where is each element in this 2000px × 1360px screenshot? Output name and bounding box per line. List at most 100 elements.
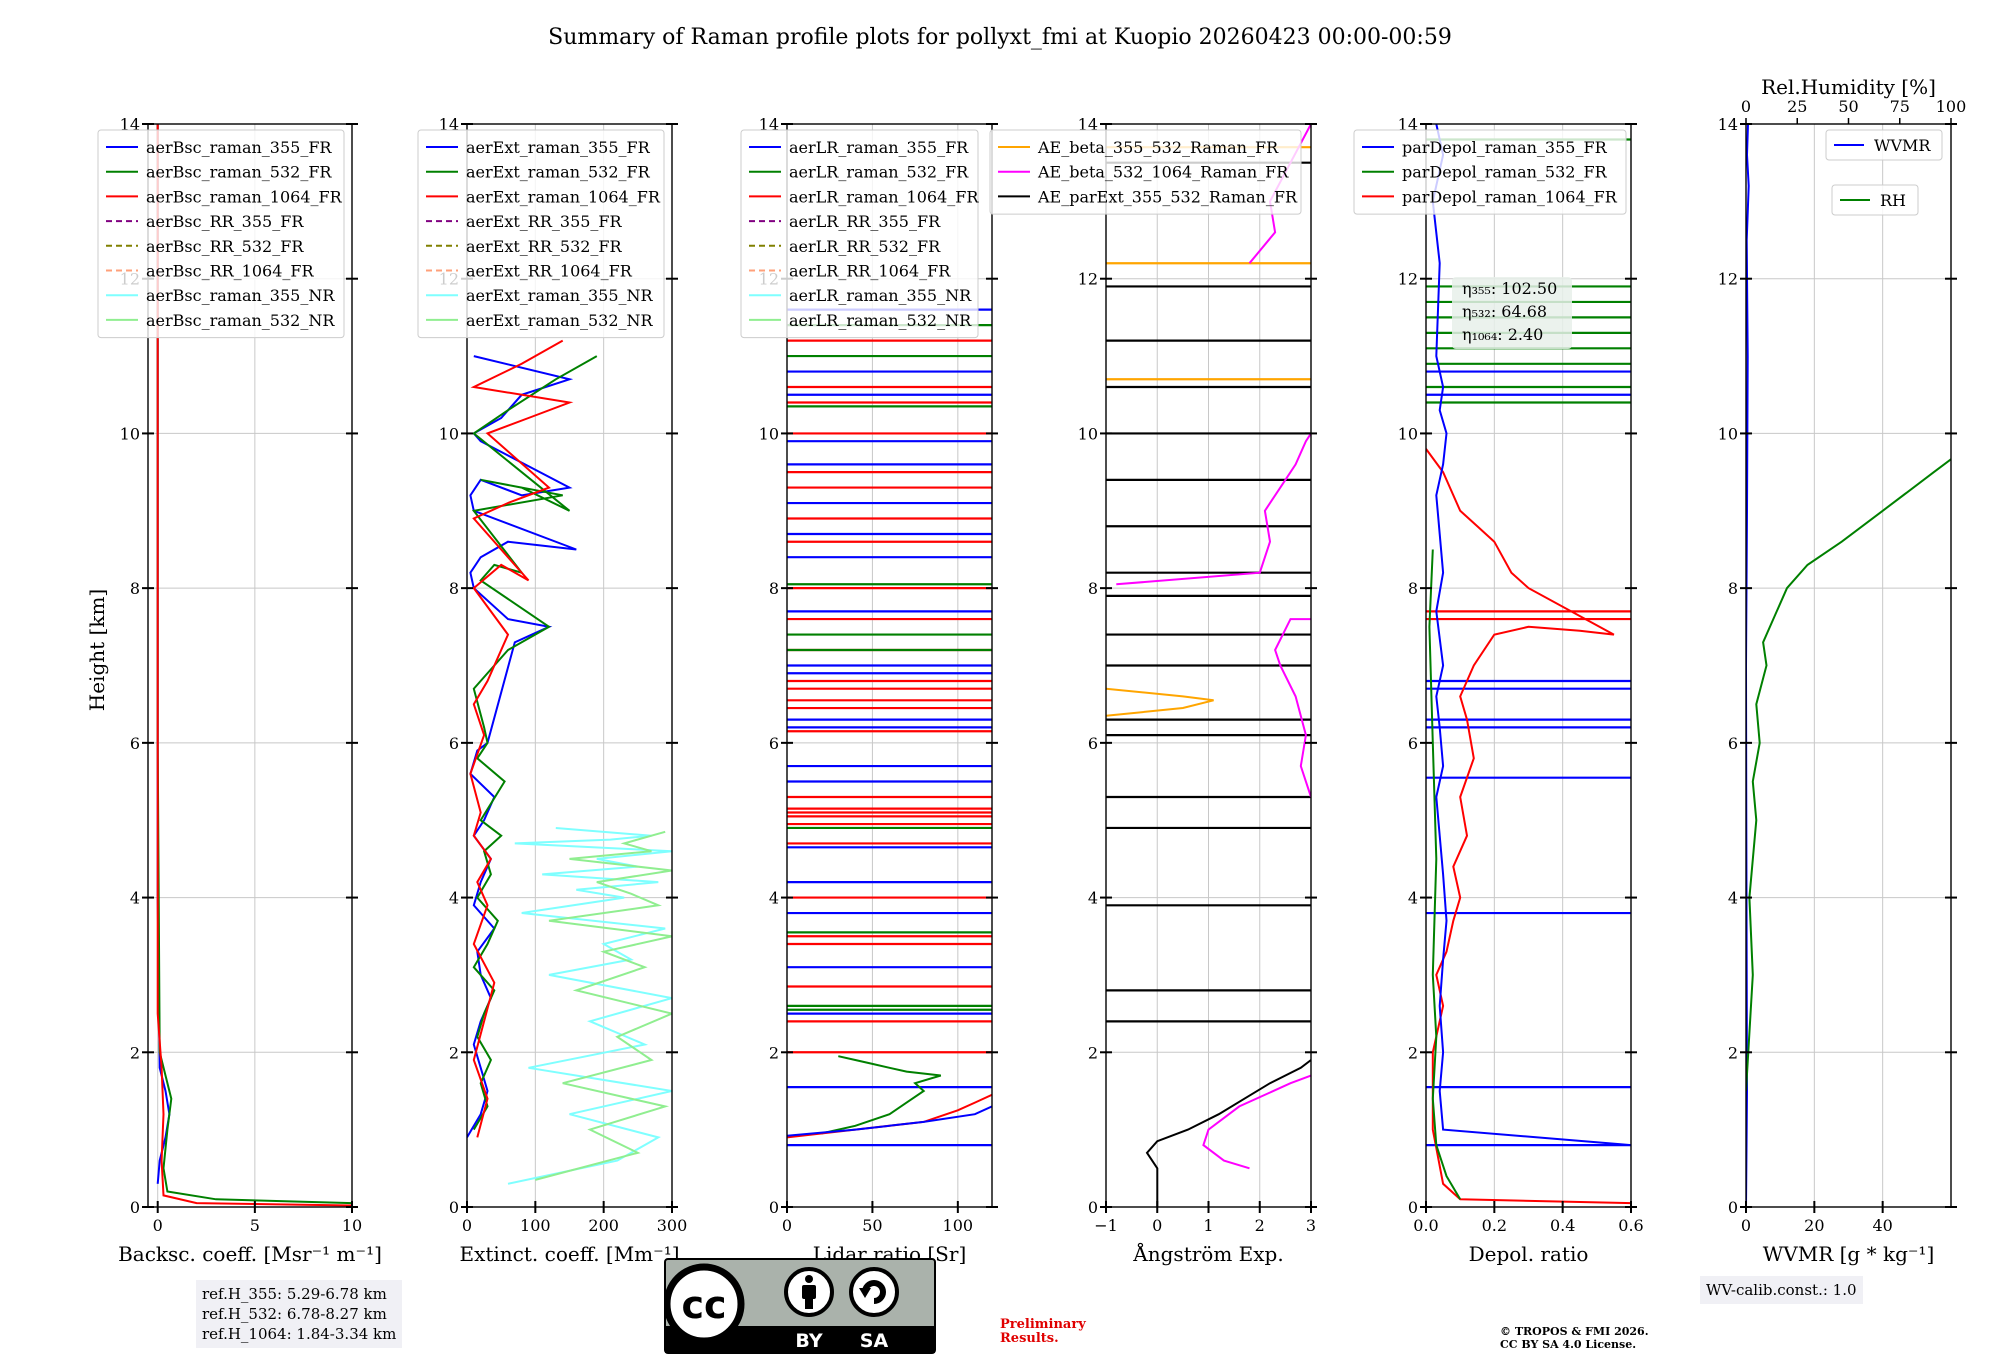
x-tick-label: 0	[782, 1216, 792, 1235]
legend-label: aerLR_raman_532_NR	[789, 311, 972, 330]
x-tick-label: 40	[1872, 1216, 1892, 1235]
x-tick-label: 0	[1741, 1216, 1751, 1235]
series-aerExt_raman_1064_FR	[469, 339, 574, 1138]
legend-label: aerBsc_RR_1064_FR	[146, 262, 315, 281]
y-tick-label: 12	[1718, 270, 1738, 289]
cc-logo-icon	[664, 1263, 745, 1345]
ref-line-355: ref.H_355: 5.29-6.78 km	[202, 1285, 387, 1303]
y-tick-label: 14	[439, 115, 459, 134]
y-tick-label: 6	[1728, 734, 1738, 753]
y-tick-label: 6	[130, 734, 140, 753]
x-tick-label: 0.4	[1550, 1216, 1575, 1235]
legend-box	[1831, 184, 1919, 216]
series-AE_beta_532_1064_Raman_FR	[1202, 1074, 1311, 1170]
legend-label: aerExt_raman_532_FR	[466, 163, 651, 182]
legend-label: aerExt_raman_355_FR	[466, 138, 651, 157]
y-tick-label: 0	[769, 1198, 779, 1217]
y-tick-label: 10	[1718, 424, 1738, 443]
axes-frame	[1425, 123, 1632, 1208]
y-tick-label: 2	[449, 1043, 459, 1062]
legend-label: AE_beta_355_532_Raman_FR	[1037, 138, 1279, 157]
legend-label: aerBsc_raman_355_NR	[146, 286, 335, 305]
legend-label: parDepol_raman_532_FR	[1402, 163, 1608, 182]
legend-label: aerExt_RR_1064_FR	[466, 262, 633, 281]
series-aerBsc_raman_1064_FR	[156, 124, 352, 1207]
sa-label: SA	[860, 1330, 889, 1352]
x-tick-label: 5	[250, 1216, 260, 1235]
y-tick-label: 6	[769, 734, 779, 753]
series-parDepol_raman_532_FR	[1428, 549, 1462, 1200]
y-tick-label: 14	[120, 115, 140, 134]
series-AE_beta_355_532_Raman_FR	[1106, 687, 1214, 717]
axes-frame	[147, 123, 353, 1208]
y-tick-label: 10	[439, 424, 459, 443]
wv-calib-text: WV-calib.const.: 1.0	[1706, 1281, 1857, 1299]
x-tick-label: 10	[342, 1216, 362, 1235]
y-tick-label: 2	[1728, 1043, 1738, 1062]
y-tick-label: 4	[1408, 889, 1418, 908]
legend-label: aerBsc_raman_355_FR	[146, 138, 332, 157]
y-tick-label: 6	[1408, 734, 1418, 753]
y-tick-label: 10	[1078, 424, 1098, 443]
data-layer-backscatter	[156, 124, 352, 1207]
legend-box	[1825, 129, 1943, 161]
y-tick-label: 2	[130, 1043, 140, 1062]
y-tick-label: 6	[1088, 734, 1098, 753]
y-tick-label: 0	[1728, 1198, 1738, 1217]
legend-label: aerBsc_RR_532_FR	[146, 237, 304, 256]
by-label: BY	[795, 1330, 822, 1352]
x-tick-label: 100	[520, 1216, 551, 1235]
y-tick-label: 10	[759, 424, 779, 443]
y-tick-label: 4	[1088, 889, 1098, 908]
legend-box	[417, 129, 665, 339]
eta-annotation: η₃₅₅: 102.50	[1462, 279, 1557, 298]
x-tick-label: 300	[657, 1216, 688, 1235]
x-tick-label: 100	[943, 1216, 974, 1235]
y-tick-label: 8	[1728, 579, 1738, 598]
x-tick-label: 0.2	[1482, 1216, 1507, 1235]
x-tick-label: 0.6	[1618, 1216, 1643, 1235]
panel-lidar_ratio: 02468101214050100Lidar ratio [Sr]aerLR_r…	[740, 115, 998, 1266]
top-x-tick-label: 25	[1787, 97, 1807, 116]
cc-logo-text: cc	[681, 1283, 726, 1327]
series-AE_beta_532_1064_Raman_FR	[1274, 618, 1311, 798]
legend-label: AE_beta_532_1064_Raman_FR	[1037, 163, 1289, 182]
series-RH	[1746, 457, 1951, 1092]
legend-label: aerBsc_raman_532_FR	[146, 163, 332, 182]
copyright-line-2: CC BY SA 4.0 License.	[1500, 1338, 1637, 1351]
legend-label: aerExt_RR_532_FR	[466, 237, 623, 256]
legend-label: aerBsc_RR_355_FR	[146, 212, 304, 231]
x-axis-label: WVMR [g * kg⁻¹]	[1763, 1242, 1935, 1266]
x-tick-label: 0	[153, 1216, 163, 1235]
x-tick-label: 3	[1306, 1216, 1316, 1235]
legend-label: parDepol_raman_355_FR	[1402, 138, 1608, 157]
legend-label: aerExt_raman_1064_FR	[466, 187, 661, 206]
y-tick-label: 4	[1728, 889, 1738, 908]
panel-backscatter: 024681012140510Backsc. coeff. [Msr⁻¹ m⁻¹…	[97, 115, 382, 1266]
top-x-tick-label: 75	[1890, 97, 1910, 116]
preliminary-results-note: Preliminary Results.	[1000, 1318, 1086, 1346]
y-tick-label: 12	[1398, 270, 1418, 289]
x-axis-label: Extinct. coeff. [Mm⁻¹]	[459, 1242, 679, 1266]
legend-label: aerExt_raman_532_NR	[466, 311, 654, 330]
data-layer-angstrom	[1106, 124, 1311, 1207]
y-tick-label: 14	[1398, 115, 1418, 134]
legend-label: aerLR_RR_532_FR	[789, 237, 941, 256]
legend-box	[97, 129, 345, 339]
top-x-tick-label: 50	[1838, 97, 1858, 116]
legend-label: aerLR_raman_532_FR	[789, 163, 969, 182]
legend-label: aerLR_RR_355_FR	[789, 212, 941, 231]
data-layer-lidar_ratio	[787, 308, 992, 1147]
y-tick-label: 10	[1398, 424, 1418, 443]
y-tick-label: 14	[1078, 115, 1098, 134]
x-tick-label: 1	[1203, 1216, 1213, 1235]
axes-frame	[1745, 123, 1952, 1208]
legend-label: aerBsc_raman_1064_FR	[146, 187, 343, 206]
y-tick-label: 0	[1408, 1198, 1418, 1217]
y-tick-label: 2	[1408, 1043, 1418, 1062]
panel-depol: 0 2 4 6 8 10 12 14 0.0 0.2 0.4 0.6 Depol. ratio parDe…	[1353, 115, 1644, 1266]
x-tick-label: 200	[588, 1216, 619, 1235]
legend-label: aerBsc_raman_532_NR	[146, 311, 335, 330]
wv-calibration-box: WV-calib.const.: 1.0	[1700, 1276, 1863, 1304]
